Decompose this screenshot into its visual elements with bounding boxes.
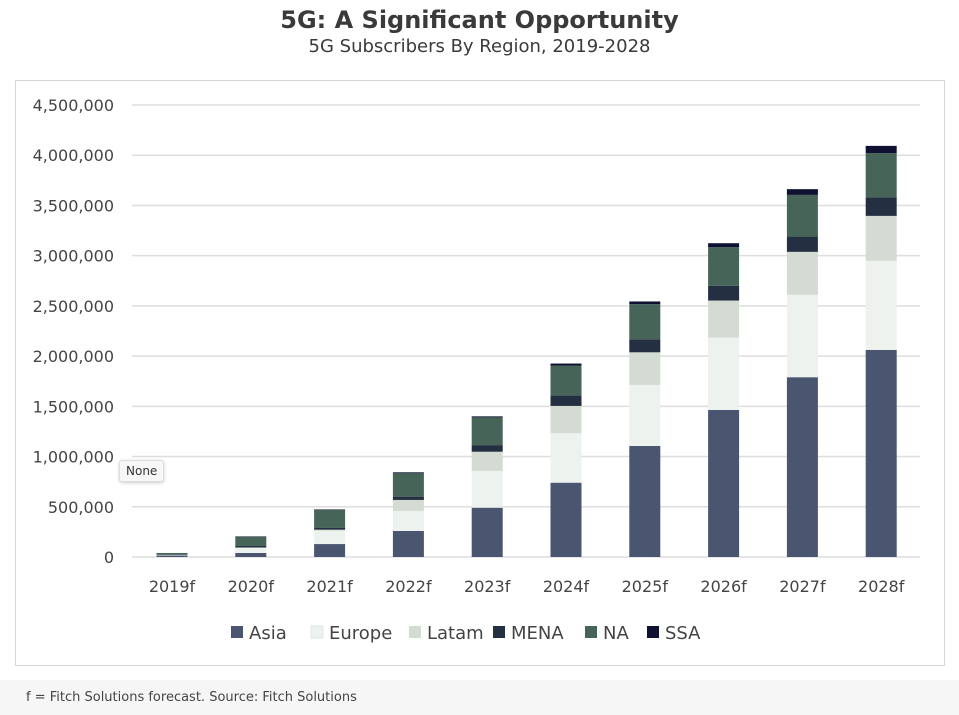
bar-segment-na <box>156 552 188 555</box>
bar-segment-na <box>550 365 582 396</box>
y-tick-label: 3,000,000 <box>33 247 114 266</box>
bar-segment-asia <box>156 555 188 557</box>
tooltip: None <box>119 460 165 482</box>
bar-segment-ssa <box>865 145 897 154</box>
x-tick-label: 2025f <box>622 577 669 596</box>
bar-segment-asia <box>865 349 897 557</box>
bar-segment-europe <box>392 510 424 531</box>
y-tick-label: 3,500,000 <box>33 196 114 215</box>
bar-segment-ssa <box>629 301 661 305</box>
bar-segment-ssa <box>314 509 346 510</box>
legend-swatch-asia <box>231 626 243 638</box>
y-tick-label: 0 <box>104 548 114 567</box>
bar-segment-na <box>392 473 424 497</box>
bar-segment-europe <box>786 294 818 378</box>
bar-segment-asia <box>392 530 424 557</box>
chart-frame <box>15 80 945 666</box>
legend-swatch-latam <box>409 626 421 638</box>
chart-subtitle: 5G Subscribers By Region, 2019-2028 <box>308 36 651 57</box>
bar-segment-europe <box>235 547 267 553</box>
x-tick-label: 2026f <box>700 577 747 596</box>
bar-segment-na <box>629 304 661 340</box>
x-tick-label: 2022f <box>385 577 432 596</box>
legend-label-latam: Latam <box>427 623 484 644</box>
source-note: f = Fitch Solutions forecast. Source: Fi… <box>26 690 357 705</box>
bar-segment-latam <box>550 405 582 434</box>
bar-segment-ssa <box>235 536 267 537</box>
x-tick-label: 2021f <box>306 577 353 596</box>
y-tick-label: 1,500,000 <box>33 397 114 416</box>
legend-label-asia: Asia <box>249 623 287 644</box>
legend-swatch-europe <box>310 625 324 639</box>
x-tick-label: 2024f <box>543 577 590 596</box>
bar-segment-na <box>786 194 818 237</box>
bar-segment-latam <box>708 300 740 338</box>
bar-segment-asia <box>629 446 661 557</box>
bar-segment-na <box>708 247 740 286</box>
bar-segment-na <box>471 417 503 446</box>
y-tick-label: 4,000,000 <box>33 146 114 165</box>
legend-label-ssa: SSA <box>665 623 701 644</box>
y-tick-label: 1,000,000 <box>33 448 114 467</box>
bar-segment-mena <box>392 496 424 500</box>
bar-segment-mena <box>471 445 503 452</box>
bar-segment-asia <box>786 377 818 557</box>
bar-segment-europe <box>708 337 740 410</box>
bar-segment-latam <box>471 451 503 472</box>
legend-swatch-na <box>585 626 597 638</box>
footer: f = Fitch Solutions forecast. Source: Fi… <box>0 680 959 715</box>
bar-segment-europe <box>629 384 661 447</box>
bar-segment-mena <box>708 285 740 301</box>
bar-segment-latam <box>629 352 661 385</box>
legend-label-europe: Europe <box>329 623 392 644</box>
bar-segment-na <box>314 509 346 528</box>
bar-segment-asia <box>471 507 503 557</box>
bar-segment-ssa <box>392 472 424 474</box>
bar-segment-latam <box>314 529 346 531</box>
y-tick-label: 2,000,000 <box>33 347 114 366</box>
x-tick-label: 2023f <box>464 577 511 596</box>
bar-segment-europe <box>156 554 188 556</box>
bar-segment-ssa <box>786 189 818 195</box>
bar-segment-mena <box>865 197 897 216</box>
bar-segment-europe <box>865 260 897 350</box>
bar-segment-asia <box>314 544 346 557</box>
bar-segment-latam <box>786 251 818 295</box>
stacked-bar-chart: 0 500,000 1,000,000 1,500,000 2,000,000 2,500… <box>33 96 920 644</box>
bar-segment-mena <box>786 236 818 252</box>
bar-segment-na <box>235 536 267 546</box>
bar-segment-mena <box>314 527 346 530</box>
bar-segment-asia <box>235 552 267 557</box>
bar-segment-mena <box>629 339 661 353</box>
legend-swatch-ssa <box>647 626 659 638</box>
legend-label-na: NA <box>603 623 629 644</box>
bar-segment-latam <box>865 215 897 261</box>
y-tick-label: 500,000 <box>48 498 114 517</box>
x-tick-label: 2028f <box>858 577 905 596</box>
bar-segment-ssa <box>471 416 503 418</box>
bar-segment-ssa <box>708 243 740 248</box>
bar-segment-mena <box>235 545 267 548</box>
bar-segment-latam <box>235 547 267 548</box>
bar-segment-mena <box>550 395 582 406</box>
bar-segment-europe <box>314 530 346 545</box>
bar-segment-asia <box>550 482 582 557</box>
x-tick-label: 2027f <box>779 577 826 596</box>
y-tick-label: 2,500,000 <box>33 297 114 316</box>
bar-segment-latam <box>392 499 424 511</box>
x-tick-label: 2020f <box>228 577 275 596</box>
legend-swatch-mena <box>493 626 505 638</box>
bar-segment-europe <box>471 471 503 508</box>
bar-segment-ssa <box>550 363 582 366</box>
chart-title: 5G: A Significant Opportunity <box>280 6 679 34</box>
bar-segment-na <box>865 153 897 198</box>
legend-label-mena: MENA <box>511 623 564 644</box>
y-tick-label: 4,500,000 <box>33 96 114 115</box>
x-tick-label: 2019f <box>149 577 196 596</box>
bar-segment-europe <box>550 433 582 483</box>
bar-segment-asia <box>708 409 740 557</box>
